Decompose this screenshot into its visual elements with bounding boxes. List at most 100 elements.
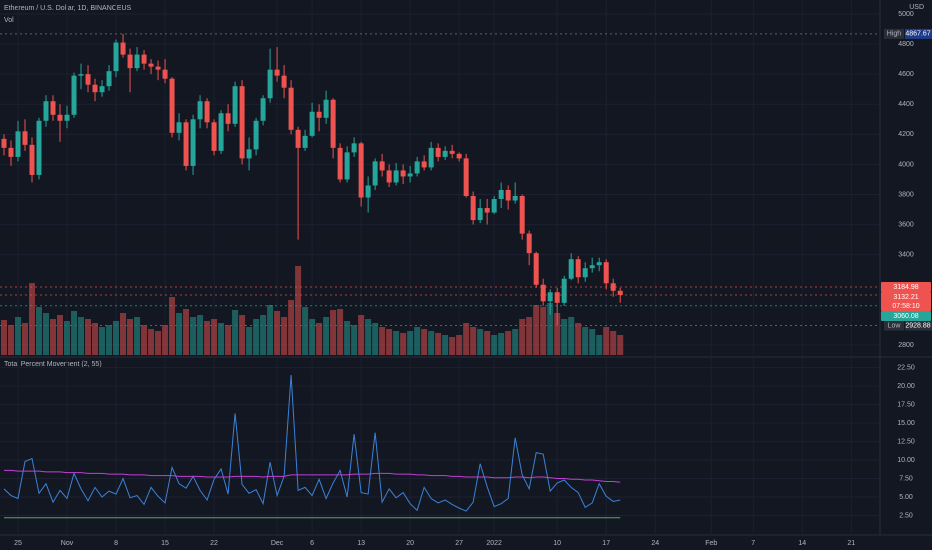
volume-bar [183,309,190,355]
volume-bar [540,307,547,355]
volume-bar [148,329,155,355]
candle-body [15,131,21,157]
candle-body [155,66,161,70]
volume-bar [512,329,519,355]
candle-body [533,253,539,285]
y-tick-label: 4000 [898,161,914,168]
candle-body [540,284,546,302]
candle-body [393,170,399,183]
candle-body [225,113,231,124]
volume-bar [442,335,449,355]
candle-body [372,161,378,186]
y-tick-label: 17.50 [897,401,915,408]
candle-body [400,170,406,177]
volume-bar [344,321,351,355]
volume-bar [582,327,589,355]
candle-body [463,158,469,197]
candle-body [197,101,203,120]
volume-bar [197,315,204,355]
candle-body [337,147,343,180]
candle-body [274,69,280,76]
x-tick-label: 6 [310,540,314,547]
candle-body [316,111,322,118]
candle-body [1,138,7,148]
volume-bar [281,317,288,355]
countdown-tag-box [881,301,931,312]
volume-bar [162,325,169,355]
volume-bar [610,331,617,355]
candle-body [323,99,329,118]
volume-bar [232,310,239,355]
candle-body [71,75,77,115]
x-tick-label: 15 [161,540,169,547]
candle-body [267,69,273,99]
x-tick-label: Dec [271,540,284,547]
y-tick-label: 5.00 [899,494,913,501]
volume-bar [134,317,141,355]
volume-bar [7,325,14,355]
candle-body [190,119,196,166]
candle-body [505,189,511,201]
y-tick-label: 12.50 [897,438,915,445]
candle-body [379,161,385,171]
volume-bar [498,333,505,355]
x-tick-label: 10 [553,540,561,547]
candle-body [617,290,623,295]
volume-bar [337,309,344,355]
price-tag-box [881,292,931,303]
price-tag: 3132.21 [893,294,918,301]
volume-bar [127,319,134,355]
candle-body [43,101,49,121]
volume-bar [14,317,21,355]
volume-bar [575,323,582,355]
candle-body [498,189,504,200]
volume-bar [288,300,295,355]
x-tick-label: 27 [455,540,463,547]
volume-bar [561,319,568,355]
candle-body [22,131,28,145]
volume-bar [393,331,400,355]
candle-body [309,111,315,136]
x-tick-label: 21 [847,540,855,547]
volume-bar [169,297,176,355]
price-tag-box [881,282,931,293]
volume-bar [211,319,218,355]
y-tick-label: 3400 [898,252,914,259]
candle-body [99,86,105,93]
volume-bar [113,321,120,355]
volume-bar [267,305,274,355]
low_marker-label-box [884,320,904,331]
high_marker-value: 4867.67 [905,31,930,38]
volume-bar [21,323,28,355]
volume-bar [176,313,183,355]
volume-bar [477,329,484,355]
candle-body [512,196,518,201]
candle-body [526,233,532,254]
y-tick-label: 4200 [898,131,914,138]
candle-body [582,268,588,278]
candle-body [204,101,210,123]
volume-bar [57,315,64,355]
y-tick-label: 3800 [898,191,914,198]
x-tick-label: Feb [705,540,717,547]
price-tag-box [881,311,931,322]
candle-body [428,147,434,168]
y-tick-label: 2.50 [899,512,913,519]
candle-body [568,259,574,279]
candle-body [260,98,266,121]
volume-bar [463,323,470,355]
candle-body [8,147,14,157]
x-tick-label: 7 [751,540,755,547]
volume-bar [106,325,113,355]
candle-body [176,122,182,133]
x-tick-label: Nov [61,540,74,547]
x-tick-label: 24 [651,540,659,547]
volume-bar [526,317,533,355]
candle-body [596,262,602,266]
volume-bar [323,317,330,355]
volume-bar [414,327,421,355]
volume-bar [85,319,92,355]
volume-bar [603,327,610,355]
candle-body [141,54,147,64]
y-tick-label: 20.00 [897,383,915,390]
